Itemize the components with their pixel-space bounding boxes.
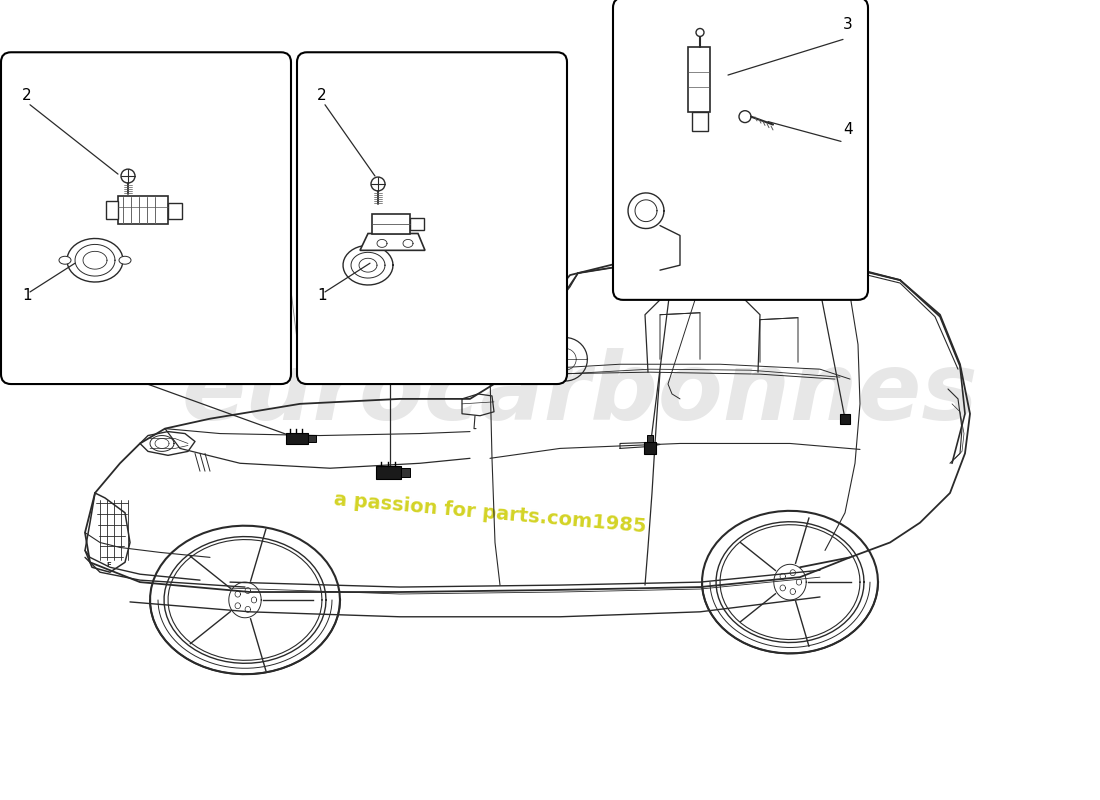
Bar xyxy=(106,201,118,218)
Circle shape xyxy=(121,169,135,183)
Bar xyxy=(118,196,168,224)
Text: 3: 3 xyxy=(843,18,852,33)
FancyBboxPatch shape xyxy=(613,0,868,300)
Bar xyxy=(692,112,708,131)
Ellipse shape xyxy=(59,256,72,264)
Bar xyxy=(286,433,308,445)
Bar xyxy=(402,468,410,477)
Bar xyxy=(410,218,424,230)
Text: 1: 1 xyxy=(22,288,32,303)
Bar xyxy=(647,434,653,442)
Text: F: F xyxy=(107,562,111,568)
Circle shape xyxy=(371,177,385,191)
Bar xyxy=(308,434,316,442)
Bar xyxy=(840,414,850,424)
Circle shape xyxy=(696,29,704,37)
Circle shape xyxy=(739,110,751,122)
FancyBboxPatch shape xyxy=(1,52,292,384)
Text: a passion for parts.com1985: a passion for parts.com1985 xyxy=(333,490,647,536)
Bar xyxy=(644,442,656,454)
Polygon shape xyxy=(360,234,425,250)
Text: 2: 2 xyxy=(22,88,32,103)
Bar xyxy=(376,466,402,479)
Text: 1: 1 xyxy=(317,288,327,303)
Bar xyxy=(168,203,182,218)
Ellipse shape xyxy=(119,256,131,264)
Bar xyxy=(372,214,410,234)
Bar xyxy=(688,47,710,112)
Text: eurocarbonnes: eurocarbonnes xyxy=(182,348,978,440)
Text: 2: 2 xyxy=(317,88,327,103)
FancyBboxPatch shape xyxy=(297,52,566,384)
Text: 4: 4 xyxy=(843,122,852,138)
